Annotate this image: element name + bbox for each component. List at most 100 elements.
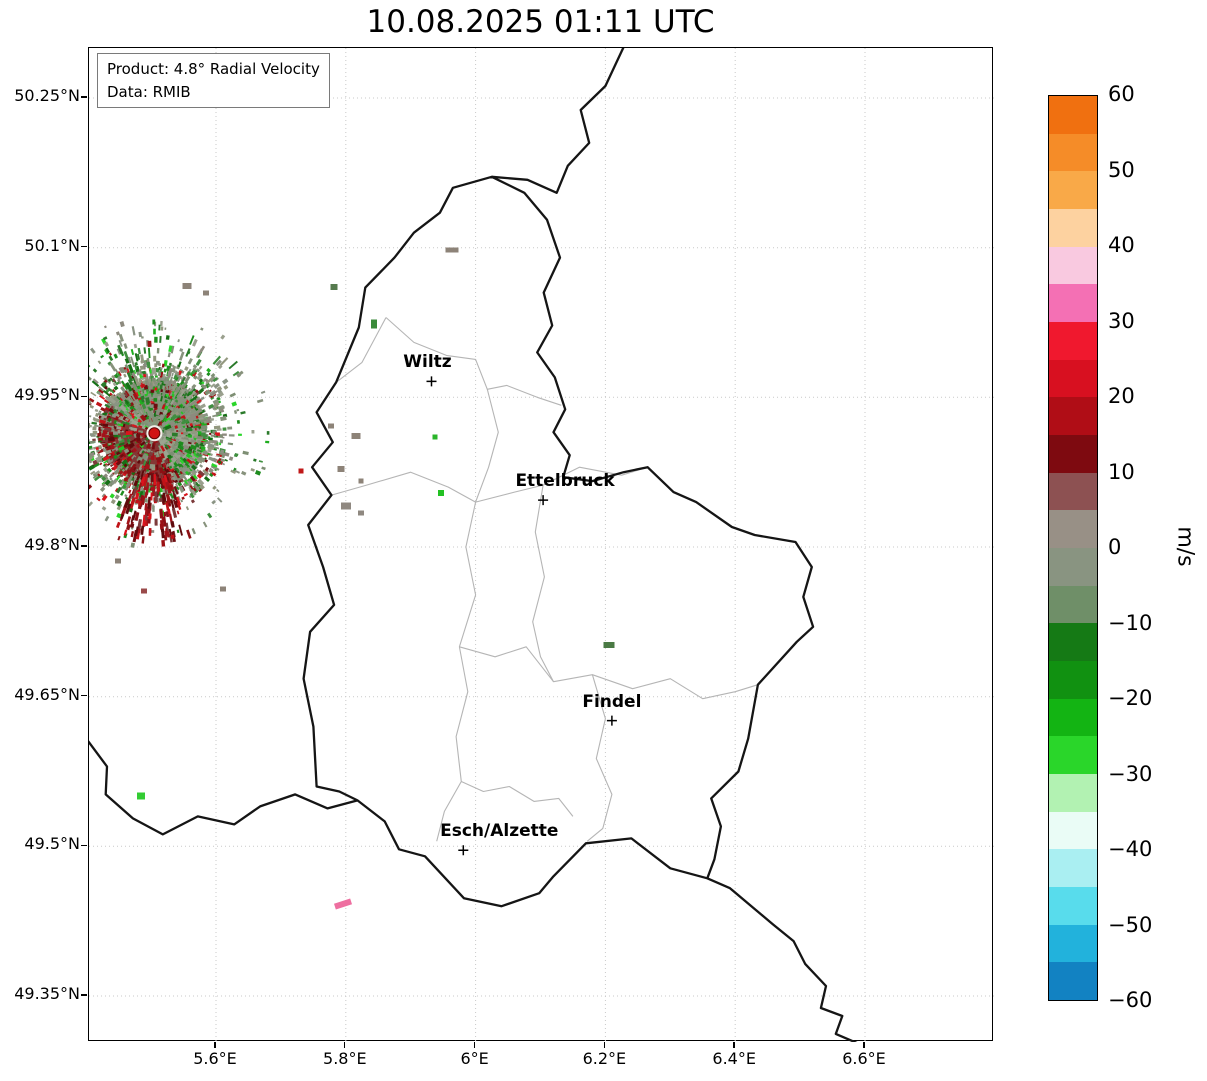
- radar-echo-speck: [104, 403, 111, 409]
- isolated-echo: [371, 319, 377, 329]
- radar-echo-speck: [165, 493, 172, 504]
- city-label: Ettelbruck: [515, 471, 615, 492]
- city-marker: [426, 376, 437, 387]
- isolated-echo: [445, 247, 459, 253]
- radar-echo-speck: [266, 431, 270, 435]
- radar-echo-speck: [154, 415, 159, 422]
- radar-echo-speck: [219, 357, 229, 367]
- radar-echo-speck: [213, 425, 221, 430]
- radar-echo-speck: [93, 417, 100, 423]
- radar-echo-speck: [117, 371, 122, 377]
- radar-echo-speck: [121, 421, 128, 425]
- longitude-tick-label: 5.6°E: [193, 1049, 237, 1068]
- radar-echo-speck: [142, 372, 147, 379]
- radar-echo-speck: [138, 377, 143, 384]
- radar-echo-speck: [212, 377, 218, 383]
- colorbar-tick-label: −50: [1108, 912, 1153, 937]
- radar-echo-speck: [113, 405, 119, 411]
- radar-echo-speck: [118, 445, 125, 452]
- radar-echo-speck: [153, 355, 157, 362]
- radar-echo-speck: [123, 392, 129, 398]
- latitude-tick-label: 49.65°N: [14, 684, 80, 704]
- isolated-echo: [358, 510, 364, 516]
- radar-echo-speck: [197, 436, 204, 440]
- radar-echo-speck: [187, 357, 193, 365]
- radar-echo-speck: [202, 441, 207, 446]
- radar-echo-speck: [183, 492, 188, 497]
- radar-echo-speck: [130, 515, 135, 523]
- radar-echo-speck: [171, 456, 178, 462]
- radar-echo-speck: [196, 399, 202, 404]
- radar-echo-speck: [209, 376, 217, 383]
- radar-echo-speck: [206, 422, 210, 426]
- radar-echo-speck: [137, 459, 141, 464]
- radar-echo-speck: [177, 419, 182, 423]
- radar-echo-speck: [158, 497, 163, 503]
- radar-echo-speck: [166, 530, 170, 538]
- radar-echo-speck: [98, 437, 104, 441]
- radar-echo-speck: [191, 489, 197, 496]
- radar-echo-speck: [186, 458, 193, 465]
- radar-echo-speck: [213, 403, 219, 409]
- radar-echo-speck: [101, 494, 108, 502]
- radar-echo-speck: [171, 444, 178, 451]
- radar-echo-speck: [190, 439, 196, 443]
- radar-echo-speck: [163, 417, 169, 423]
- radar-echo-speck: [171, 400, 178, 407]
- colorbar-band: [1049, 623, 1097, 662]
- radar-echo-speck: [117, 402, 123, 408]
- isolated-echo: [137, 792, 145, 800]
- radar-echo-speck: [108, 442, 112, 446]
- city-label: Wiltz: [403, 352, 452, 373]
- isolated-echo: [341, 502, 351, 510]
- isolated-echo: [328, 423, 334, 429]
- radar-echo-speck: [141, 376, 146, 381]
- radar-echo-speck: [188, 400, 197, 407]
- radar-echo-speck: [216, 497, 223, 503]
- radar-echo-speck: [177, 384, 183, 390]
- radar-echo-speck: [156, 361, 159, 365]
- radar-echo-speck: [160, 389, 164, 393]
- radar-echo-speck: [181, 380, 189, 390]
- radar-echo-speck: [147, 518, 151, 524]
- radar-echo-speck: [97, 449, 104, 454]
- radar-echo-speck: [123, 373, 127, 378]
- radar-echo-speck: [151, 464, 156, 471]
- radar-echo-speck: [179, 404, 183, 409]
- radar-echo-speck: [119, 321, 125, 328]
- radar-echo-speck: [159, 384, 163, 390]
- longitude-tick-mark: [863, 1042, 865, 1048]
- radar-echo-speck: [100, 354, 105, 359]
- radar-echo-speck: [220, 334, 226, 340]
- radar-echo-speck: [153, 452, 158, 456]
- colorbar-tick-label: 50: [1108, 157, 1135, 182]
- radar-echo-speck: [212, 446, 220, 450]
- radar-echo-speck: [152, 319, 156, 325]
- radar-echo-speck: [172, 490, 176, 496]
- radar-echo-speck: [209, 432, 212, 435]
- radar-echo-speck: [182, 441, 189, 447]
- radar-echo-speck: [190, 467, 198, 475]
- radar-echo-speck: [166, 437, 173, 442]
- radar-echo-speck: [100, 427, 103, 430]
- radar-echo-speck: [149, 407, 154, 411]
- radar-echo-speck: [232, 370, 240, 377]
- radar-echo-speck: [140, 398, 145, 403]
- radar-echo-speck: [123, 343, 128, 350]
- radar-echo-speck: [165, 457, 171, 464]
- radar-echo-speck: [116, 465, 121, 471]
- radar-echo-speck: [97, 360, 102, 365]
- country-border: [491, 48, 625, 194]
- radar-echo-speck: [153, 409, 156, 413]
- isolated-echo: [115, 558, 121, 564]
- product-info-line: Product: 4.8° Radial Velocity: [107, 60, 320, 78]
- radar-echo-speck: [128, 442, 135, 448]
- radar-echo-speck: [185, 398, 191, 403]
- radar-echo-speck: [89, 501, 94, 507]
- radar-echo-speck: [194, 458, 198, 462]
- radar-echo-speck: [228, 456, 234, 461]
- radar-echo-speck: [215, 359, 222, 367]
- radar-echo-speck: [174, 441, 179, 446]
- radar-echo-speck: [132, 452, 136, 456]
